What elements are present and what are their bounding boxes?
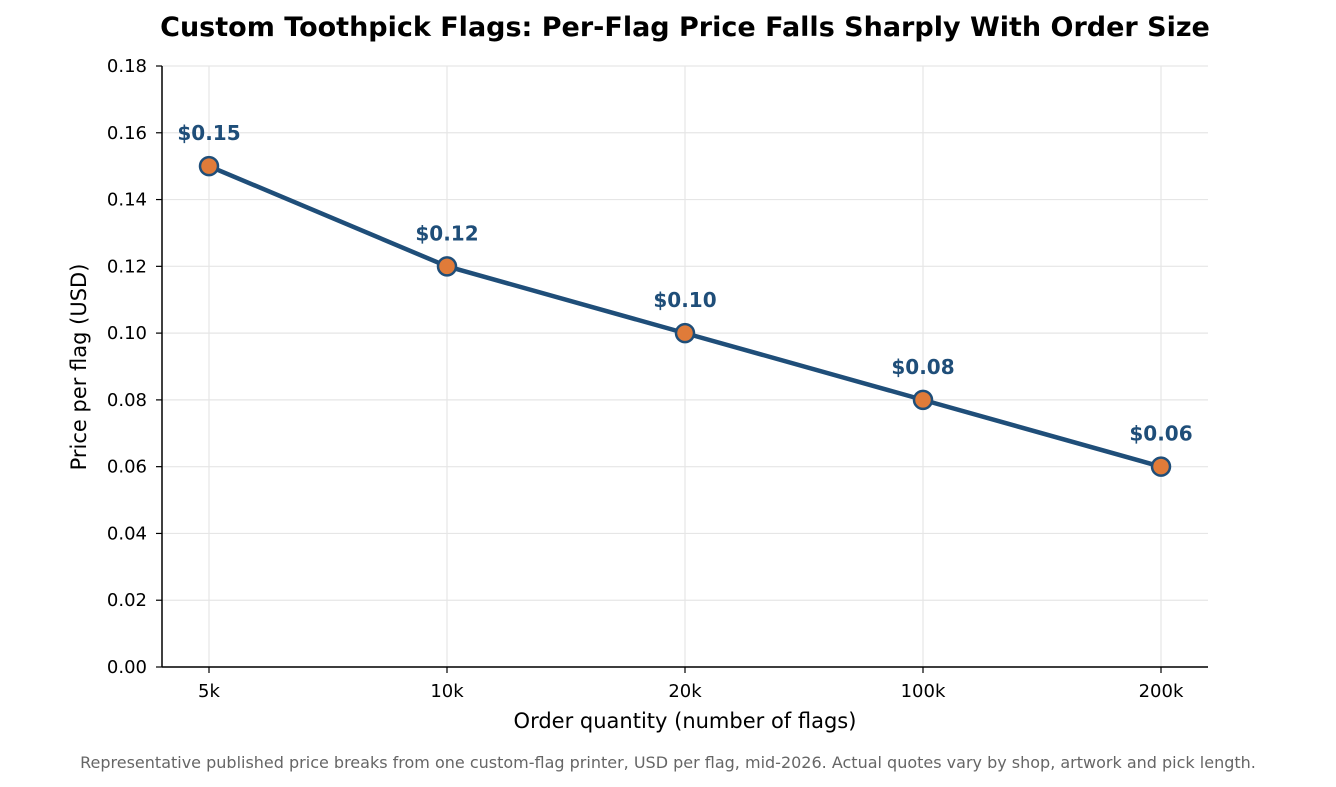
data-label: $0.08: [891, 355, 954, 379]
y-tick-label: 0.02: [107, 590, 147, 611]
data-label: $0.10: [653, 288, 716, 312]
y-tick-label: 0.10: [107, 323, 147, 344]
y-tick-label: 0.16: [107, 123, 147, 144]
tick-labels: 0.00 0.02 0.04 0.06 0.08 0.10 0.12 0.14 0.16 0.18…: [107, 56, 1184, 702]
x-tick-label: 100k: [901, 681, 946, 702]
data-point: [1150, 456, 1172, 477]
y-tick-label: 0.08: [107, 390, 147, 411]
data-point: [198, 155, 220, 177]
chart-title: Custom Toothpick Flags: Per-Flag Price F…: [160, 12, 1210, 43]
y-tick-label: 0.06: [107, 457, 147, 478]
axes: [156, 65, 1208, 673]
x-axis-label: Order quantity (number of flags): [514, 709, 857, 733]
x-tick-label: 200k: [1139, 681, 1184, 702]
y-tick-label: 0.12: [107, 256, 147, 277]
y-tick-label: 0.00: [107, 657, 147, 678]
x-tick-label: 10k: [430, 681, 464, 702]
y-tick-label: 0.14: [107, 190, 147, 211]
x-tick-label: 20k: [668, 681, 702, 702]
data-label: $0.15: [177, 121, 240, 145]
data-label: $0.12: [415, 221, 478, 245]
data-labels: $0.15 $0.12 $0.10 $0.08 $0.06: [177, 121, 1192, 446]
x-tick-label: 5k: [198, 681, 220, 702]
data-point: [436, 256, 458, 277]
y-tick-label: 0.04: [107, 523, 147, 544]
y-tick-label: 0.18: [107, 56, 147, 77]
y-axis-label: Price per flag (USD): [67, 264, 91, 471]
data-label: $0.06: [1129, 422, 1192, 446]
series: [198, 155, 1172, 477]
data-point: [674, 322, 696, 344]
chart-caption: Representative published price breaks fr…: [80, 753, 1256, 772]
data-point: [912, 389, 934, 411]
grid: [162, 65, 1208, 668]
